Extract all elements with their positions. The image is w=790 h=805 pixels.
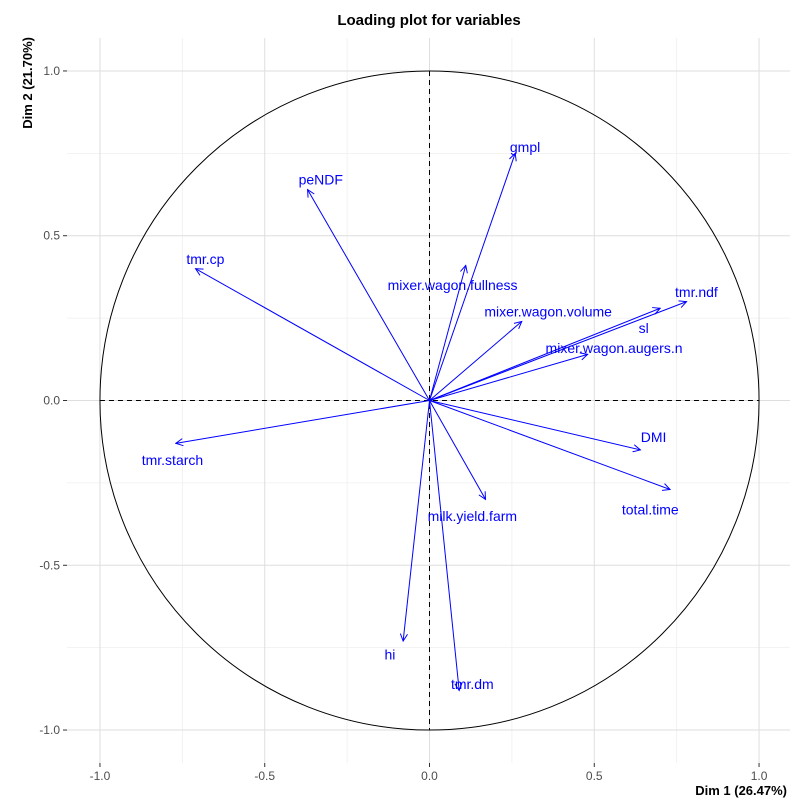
loading-arrow-gmpl — [429, 153, 516, 401]
loading-label-total-time: total.time — [622, 501, 679, 517]
chart-title: Loading plot for variables — [337, 12, 520, 29]
loading-label-sl: sl — [639, 320, 649, 336]
x-tick-label: -1.0 — [90, 769, 111, 783]
loading-arrow-pendf — [308, 190, 430, 401]
y-axis-title: Dim 2 (21.70%) — [20, 37, 35, 129]
loading-label-tmr-ndf: tmr.ndf — [675, 284, 718, 300]
loading-label-tmr-dm: tmr.dm — [451, 676, 494, 692]
loading-arrow-tmr-starch — [176, 400, 430, 444]
x-tick-label: -0.5 — [254, 769, 275, 783]
loading-label-tmr-cp: tmr.cp — [186, 251, 224, 267]
x-tick-label: 1.0 — [751, 769, 768, 783]
loading-label-gmpl: gmpl — [510, 139, 540, 155]
x-axis-title: Dim 1 (26.47%) — [695, 783, 787, 798]
loading-arrow-sl — [429, 308, 661, 401]
loading-label-hi: hi — [385, 646, 396, 662]
loading-label-mixer-wagon-augers-n: mixer.wagon.augers.n — [546, 340, 683, 356]
y-tick-label: -1.0 — [39, 723, 60, 737]
y-tick-label: 1.0 — [43, 64, 60, 78]
loading-label-tmr-starch: tmr.starch — [142, 452, 203, 468]
axis-layer: -1.0 -0.5 0.0 0.5 1.0 -1.0 -0.5 0.0 0.5 1.0 — [39, 64, 767, 783]
label-layer: gmpl peNDF tmr.cp mixer.wagon.fullness mixer… — [142, 139, 718, 692]
y-tick-label: -0.5 — [39, 558, 60, 572]
loading-label-pendf: peNDF — [299, 172, 343, 188]
loading-label-milk-yield-farm: milk.yield.farm — [428, 508, 517, 524]
loading-label-dmi: DMI — [641, 429, 667, 445]
loading-arrow-dmi — [429, 400, 641, 450]
x-tick-label: 0.0 — [421, 769, 438, 783]
loading-arrow-mixer-wagon-augers-n — [429, 354, 588, 401]
loading-arrow-tmr-cp — [196, 269, 430, 401]
loading-arrow-tmr-dm — [429, 400, 460, 691]
loading-label-mixer-wagon-volume: mixer.wagon.volume — [484, 304, 612, 320]
loading-arrow-mixer-wagon-fullness — [429, 265, 466, 401]
loading-arrow-tmr-ndf — [429, 302, 687, 401]
loading-arrow-milk-yield-farm — [429, 400, 486, 500]
loading-arrow-total-time — [429, 400, 671, 490]
arrow-layer — [176, 153, 687, 690]
loading-arrow-mixer-wagon-volume — [429, 321, 522, 401]
y-tick-label: 0.0 — [43, 394, 60, 408]
x-tick-label: 0.5 — [586, 769, 603, 783]
loading-arrow-hi — [403, 400, 430, 642]
loading-label-mixer-wagon-fullness: mixer.wagon.fullness — [388, 277, 518, 293]
y-tick-label: 0.5 — [43, 229, 60, 243]
